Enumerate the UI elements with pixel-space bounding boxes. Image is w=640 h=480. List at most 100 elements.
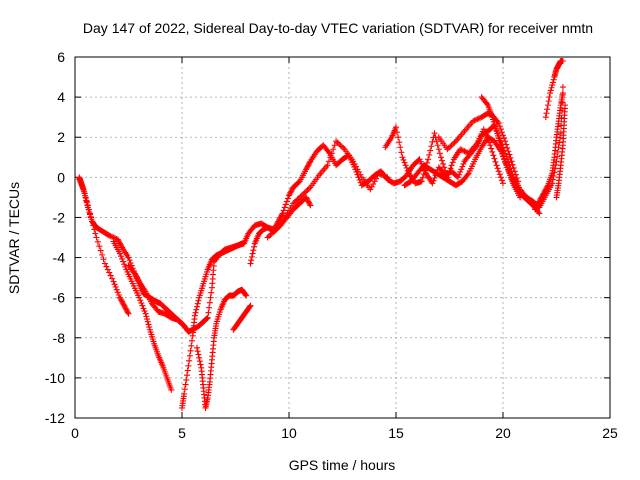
data-point (182, 381, 189, 388)
data-point (248, 257, 255, 264)
data-point (305, 199, 312, 206)
data-point (286, 192, 292, 199)
data-point (547, 87, 554, 94)
data-point (539, 191, 546, 198)
y-tick-labels: -12 -10 -8 -6 -4 -2 0 2 4 6 (45, 49, 65, 426)
data-point (350, 158, 357, 165)
data-point (494, 165, 501, 172)
data-point (132, 271, 139, 278)
data-point (368, 183, 375, 190)
data-point (126, 257, 133, 264)
data-point (429, 138, 436, 145)
data-point (93, 234, 100, 241)
data-point (106, 232, 113, 239)
data-point (288, 187, 295, 194)
data-point (181, 386, 188, 393)
data-point (418, 178, 425, 185)
data-point (538, 194, 545, 201)
data-point (293, 197, 300, 204)
data-point (86, 210, 93, 217)
data-point (104, 266, 111, 273)
data-point (331, 142, 338, 149)
data-point (94, 238, 101, 245)
data-point (134, 275, 141, 282)
data-point (434, 142, 441, 149)
data-point (543, 185, 550, 192)
data-point (357, 171, 364, 178)
data-point (509, 161, 516, 168)
data-point (185, 362, 192, 369)
data-point (448, 142, 455, 149)
data-point (542, 187, 549, 194)
x-tick-label: 25 (602, 425, 618, 441)
data-point (140, 305, 147, 312)
data-point (500, 150, 506, 157)
data-point (297, 193, 304, 200)
data-point (488, 145, 495, 152)
data-point (101, 260, 108, 267)
data-point (246, 303, 253, 310)
data-point (370, 181, 377, 188)
data-point (84, 202, 91, 209)
data-point (303, 166, 310, 173)
data-point (206, 304, 213, 311)
data-point (354, 166, 361, 173)
data-point (483, 100, 490, 107)
data-point (117, 241, 124, 248)
data-point (542, 114, 549, 121)
data-point (115, 291, 122, 298)
data-point (179, 320, 185, 327)
x-tick-labels: 0 5 10 15 20 25 (71, 425, 618, 441)
data-point (399, 154, 406, 161)
data-point (381, 172, 388, 179)
data-point (305, 162, 312, 169)
data-point (503, 141, 510, 148)
data-point (109, 233, 116, 240)
data-point (125, 310, 132, 317)
data-point (80, 186, 87, 193)
data-point (249, 250, 256, 257)
data-point (181, 390, 188, 397)
data-point (124, 308, 131, 315)
data-point (402, 162, 409, 169)
data-point (144, 316, 151, 323)
data-point (283, 198, 290, 205)
x-tick-label: 5 (178, 425, 186, 441)
data-point (470, 118, 477, 125)
data-point (208, 289, 215, 296)
data-point (489, 148, 496, 155)
data-point (480, 126, 487, 133)
data-point (114, 236, 121, 243)
data-point (338, 143, 345, 150)
data-point (536, 198, 543, 205)
data-point (533, 203, 540, 210)
data-point (373, 175, 380, 182)
data-point (266, 233, 273, 240)
data-point (110, 278, 117, 285)
y-tick-label: -2 (53, 209, 66, 225)
data-point (481, 128, 488, 135)
data-point (502, 138, 509, 145)
data-point (119, 298, 126, 305)
data-point (446, 168, 453, 175)
data-point (89, 218, 96, 225)
data-point (303, 195, 310, 202)
data-point (194, 348, 201, 355)
data-point (444, 146, 451, 153)
data-point (537, 195, 544, 202)
data-point (279, 210, 286, 217)
data-point (514, 178, 521, 185)
data-point (286, 191, 293, 198)
data-point (115, 237, 122, 244)
data-point (542, 186, 549, 193)
data-point (247, 260, 254, 267)
data-point (548, 84, 555, 91)
data-point (513, 175, 520, 182)
data-point (107, 233, 114, 240)
data-point (114, 289, 121, 296)
data-point (510, 164, 517, 171)
data-point (135, 277, 142, 284)
data-point (267, 231, 274, 238)
data-point (280, 207, 287, 214)
data-point (559, 90, 566, 97)
